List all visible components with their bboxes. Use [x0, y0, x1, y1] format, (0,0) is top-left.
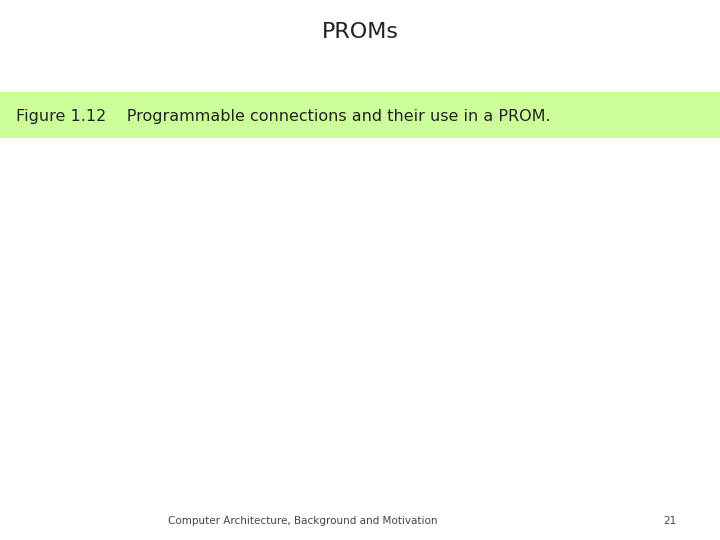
Text: 21: 21 [663, 516, 676, 526]
Text: Computer Architecture, Background and Motivation: Computer Architecture, Background and Mo… [168, 516, 437, 526]
Text: Figure 1.12    Programmable connections and their use in a PROM.: Figure 1.12 Programmable connections and… [16, 109, 551, 124]
FancyBboxPatch shape [0, 92, 720, 138]
Text: PROMs: PROMs [322, 22, 398, 42]
